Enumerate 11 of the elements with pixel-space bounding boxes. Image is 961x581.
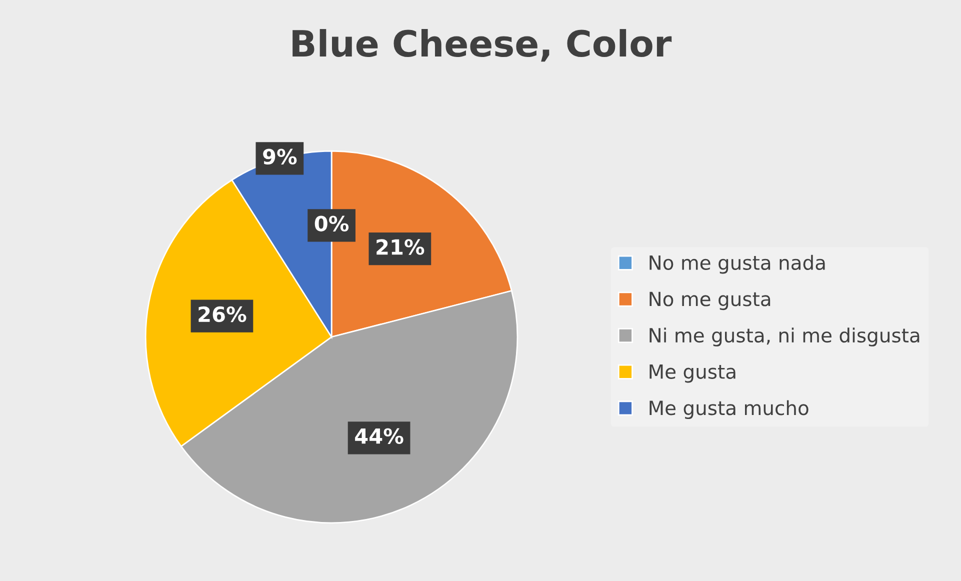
data-label: 26% [198, 306, 246, 322]
legend-label: Ni me gusta, ni me disgusta [650, 328, 920, 346]
legend-label: No me gusta [650, 292, 770, 310]
data-label: 21% [376, 239, 424, 255]
data-label: 9% [263, 148, 297, 164]
text: 0% [314, 216, 349, 232]
chart-title: Blue Cheese, Color [292, 29, 672, 62]
data-label: 44% [355, 428, 404, 444]
legend-label: No me gusta nada [650, 254, 825, 274]
legend-label: Me gusta mucho [650, 400, 808, 420]
legend-label: Me gusta [650, 364, 736, 383]
